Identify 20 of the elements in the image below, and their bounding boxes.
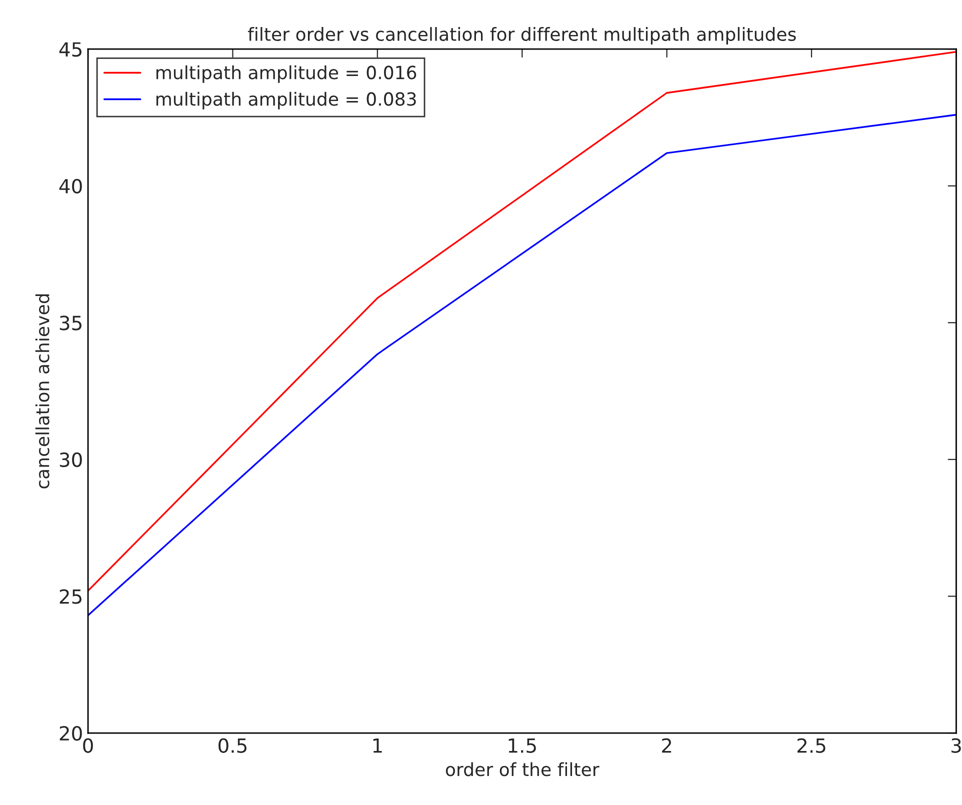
x-tick-label: 2 [662,738,672,753]
y-tick-label: 45 [59,42,82,57]
x-tick-label: 1 [373,738,382,753]
line-series [88,114,956,616]
y-tick-label: 25 [60,589,82,604]
y-axis-title: cancellation achieved [35,294,50,488]
x-tick-label: 0.5 [218,738,246,753]
y-tick-label: 40 [59,178,82,194]
y-tick-label: 30 [60,452,82,468]
y-tick-label: 35 [60,316,82,330]
x-tick-label: 0 [83,738,93,753]
legend-label: multipath amplitude = 0.016 [156,65,416,83]
legend-label: multipath amplitude = 0.083 [156,92,416,110]
y-tick-label: 20 [60,726,82,741]
line-series [88,51,956,592]
chart-title: filter order vs cancellation for different multipath amplitudes [248,27,796,45]
x-tick-label: 2.5 [797,738,826,753]
x-axis-title: order of the filter [446,762,600,776]
x-tick-label: 1.5 [508,738,536,753]
x-tick-label: 3 [952,738,961,753]
